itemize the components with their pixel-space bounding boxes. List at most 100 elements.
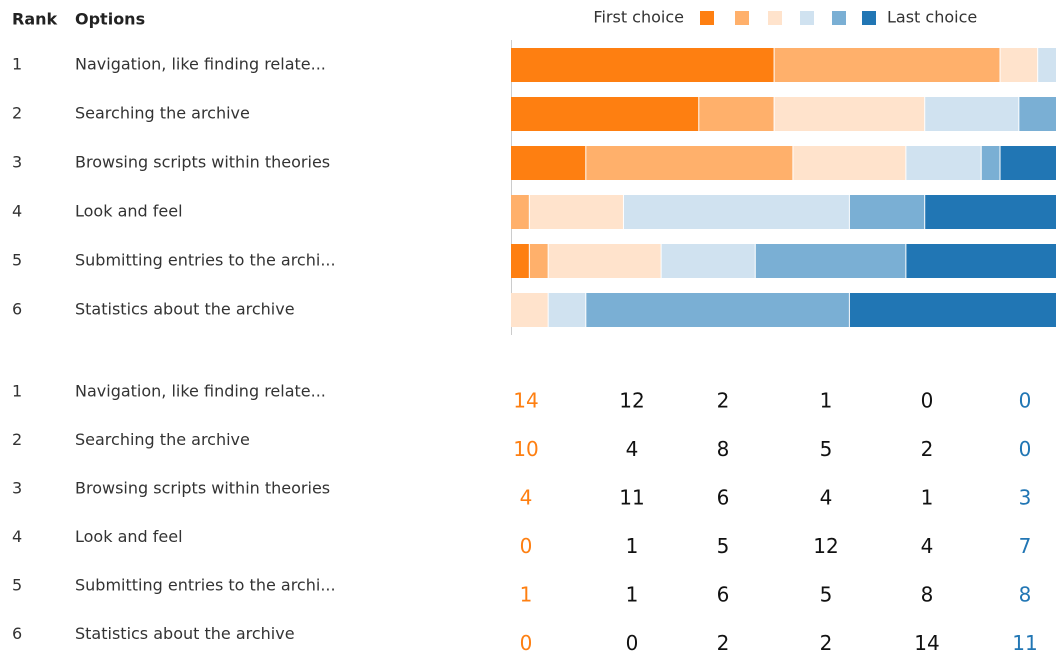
count: 5 <box>717 534 730 558</box>
bar-segment <box>529 244 548 278</box>
option-label: Searching the archive <box>75 104 250 123</box>
legend-first: First choice <box>593 8 684 27</box>
option-label: Navigation, like finding relate... <box>75 382 326 401</box>
count: 11 <box>619 486 644 510</box>
count: 1 <box>520 583 533 607</box>
count: 5 <box>820 437 833 461</box>
count: 11 <box>1012 631 1037 654</box>
option-label: Submitting entries to the archi... <box>75 576 336 595</box>
rank: 4 <box>12 202 22 221</box>
bar-segment <box>511 293 548 327</box>
option-label: Statistics about the archive <box>75 624 295 643</box>
bar-segment <box>586 146 793 180</box>
count: 0 <box>520 534 533 558</box>
legend-swatch <box>735 11 749 25</box>
bar-segment <box>529 195 623 229</box>
count: 8 <box>921 583 934 607</box>
bar-segment <box>511 146 586 180</box>
bar-segment <box>511 244 529 278</box>
legend-swatch <box>800 11 814 25</box>
count: 14 <box>914 631 939 654</box>
option-label: Look and feel <box>75 527 183 546</box>
option-label: Look and feel <box>75 202 183 221</box>
options-header: Options <box>75 10 145 29</box>
rank: 6 <box>12 624 22 643</box>
bar-segment <box>699 97 774 131</box>
bar-segment <box>1019 97 1056 131</box>
legend-swatch <box>700 11 714 25</box>
count: 4 <box>626 437 639 461</box>
bar-segment <box>774 97 925 131</box>
count: 12 <box>813 534 838 558</box>
option-label: Browsing scripts within theories <box>75 479 330 498</box>
count: 6 <box>717 486 730 510</box>
count: 2 <box>921 437 934 461</box>
count: 2 <box>820 631 833 654</box>
bar-segment <box>906 244 1056 278</box>
count: 12 <box>619 389 644 413</box>
bar-segment <box>925 195 1056 229</box>
bar-segment <box>906 146 981 180</box>
rank: 4 <box>12 527 22 546</box>
bar-segment <box>586 293 849 327</box>
bar-segment <box>661 244 755 278</box>
bar-segment <box>511 97 699 131</box>
count: 10 <box>513 437 538 461</box>
count: 4 <box>921 534 934 558</box>
bar-segment <box>849 293 1056 327</box>
count: 7 <box>1019 534 1032 558</box>
count: 1 <box>626 534 639 558</box>
count: 0 <box>1019 389 1032 413</box>
count: 14 <box>513 389 538 413</box>
count: 0 <box>921 389 934 413</box>
bar-segment <box>548 244 661 278</box>
rank: 2 <box>12 430 22 449</box>
bar-segment <box>925 97 1019 131</box>
rank: 1 <box>12 382 22 401</box>
option-label: Navigation, like finding relate... <box>75 55 326 74</box>
rank: 3 <box>12 479 22 498</box>
count: 2 <box>717 389 730 413</box>
count: 3 <box>1019 486 1032 510</box>
bar-segment <box>1038 48 1056 82</box>
rank: 6 <box>12 300 22 319</box>
legend-swatch <box>832 11 846 25</box>
bar-segment <box>548 293 586 327</box>
count: 0 <box>1019 437 1032 461</box>
rank: 3 <box>12 153 22 172</box>
bar-segment <box>511 195 529 229</box>
count: 0 <box>520 631 533 654</box>
bar-segment <box>981 146 1000 180</box>
count: 8 <box>717 437 730 461</box>
count: 1 <box>921 486 934 510</box>
bar-segment <box>849 195 925 229</box>
count: 8 <box>1019 583 1032 607</box>
bar-segment <box>793 146 906 180</box>
count: 1 <box>820 389 833 413</box>
count: 2 <box>717 631 730 654</box>
count: 1 <box>626 583 639 607</box>
option-label: Searching the archive <box>75 430 250 449</box>
option-label: Browsing scripts within theories <box>75 153 330 172</box>
rank: 5 <box>12 576 22 595</box>
count: 6 <box>717 583 730 607</box>
count: 4 <box>820 486 833 510</box>
option-label: Submitting entries to the archi... <box>75 251 336 270</box>
count: 4 <box>520 486 533 510</box>
rank: 5 <box>12 251 22 270</box>
rank-header: Rank <box>12 10 58 29</box>
bar-segment <box>755 244 906 278</box>
option-label: Statistics about the archive <box>75 300 295 319</box>
bar-segment <box>1000 48 1038 82</box>
count: 5 <box>820 583 833 607</box>
legend-swatch <box>768 11 782 25</box>
rank: 1 <box>12 55 22 74</box>
bar-segment <box>1000 146 1056 180</box>
count: 0 <box>626 631 639 654</box>
bar-segment <box>774 48 1000 82</box>
bar-segment <box>623 195 849 229</box>
legend-swatch <box>862 11 876 25</box>
rank: 2 <box>12 104 22 123</box>
bar-segment <box>511 48 774 82</box>
